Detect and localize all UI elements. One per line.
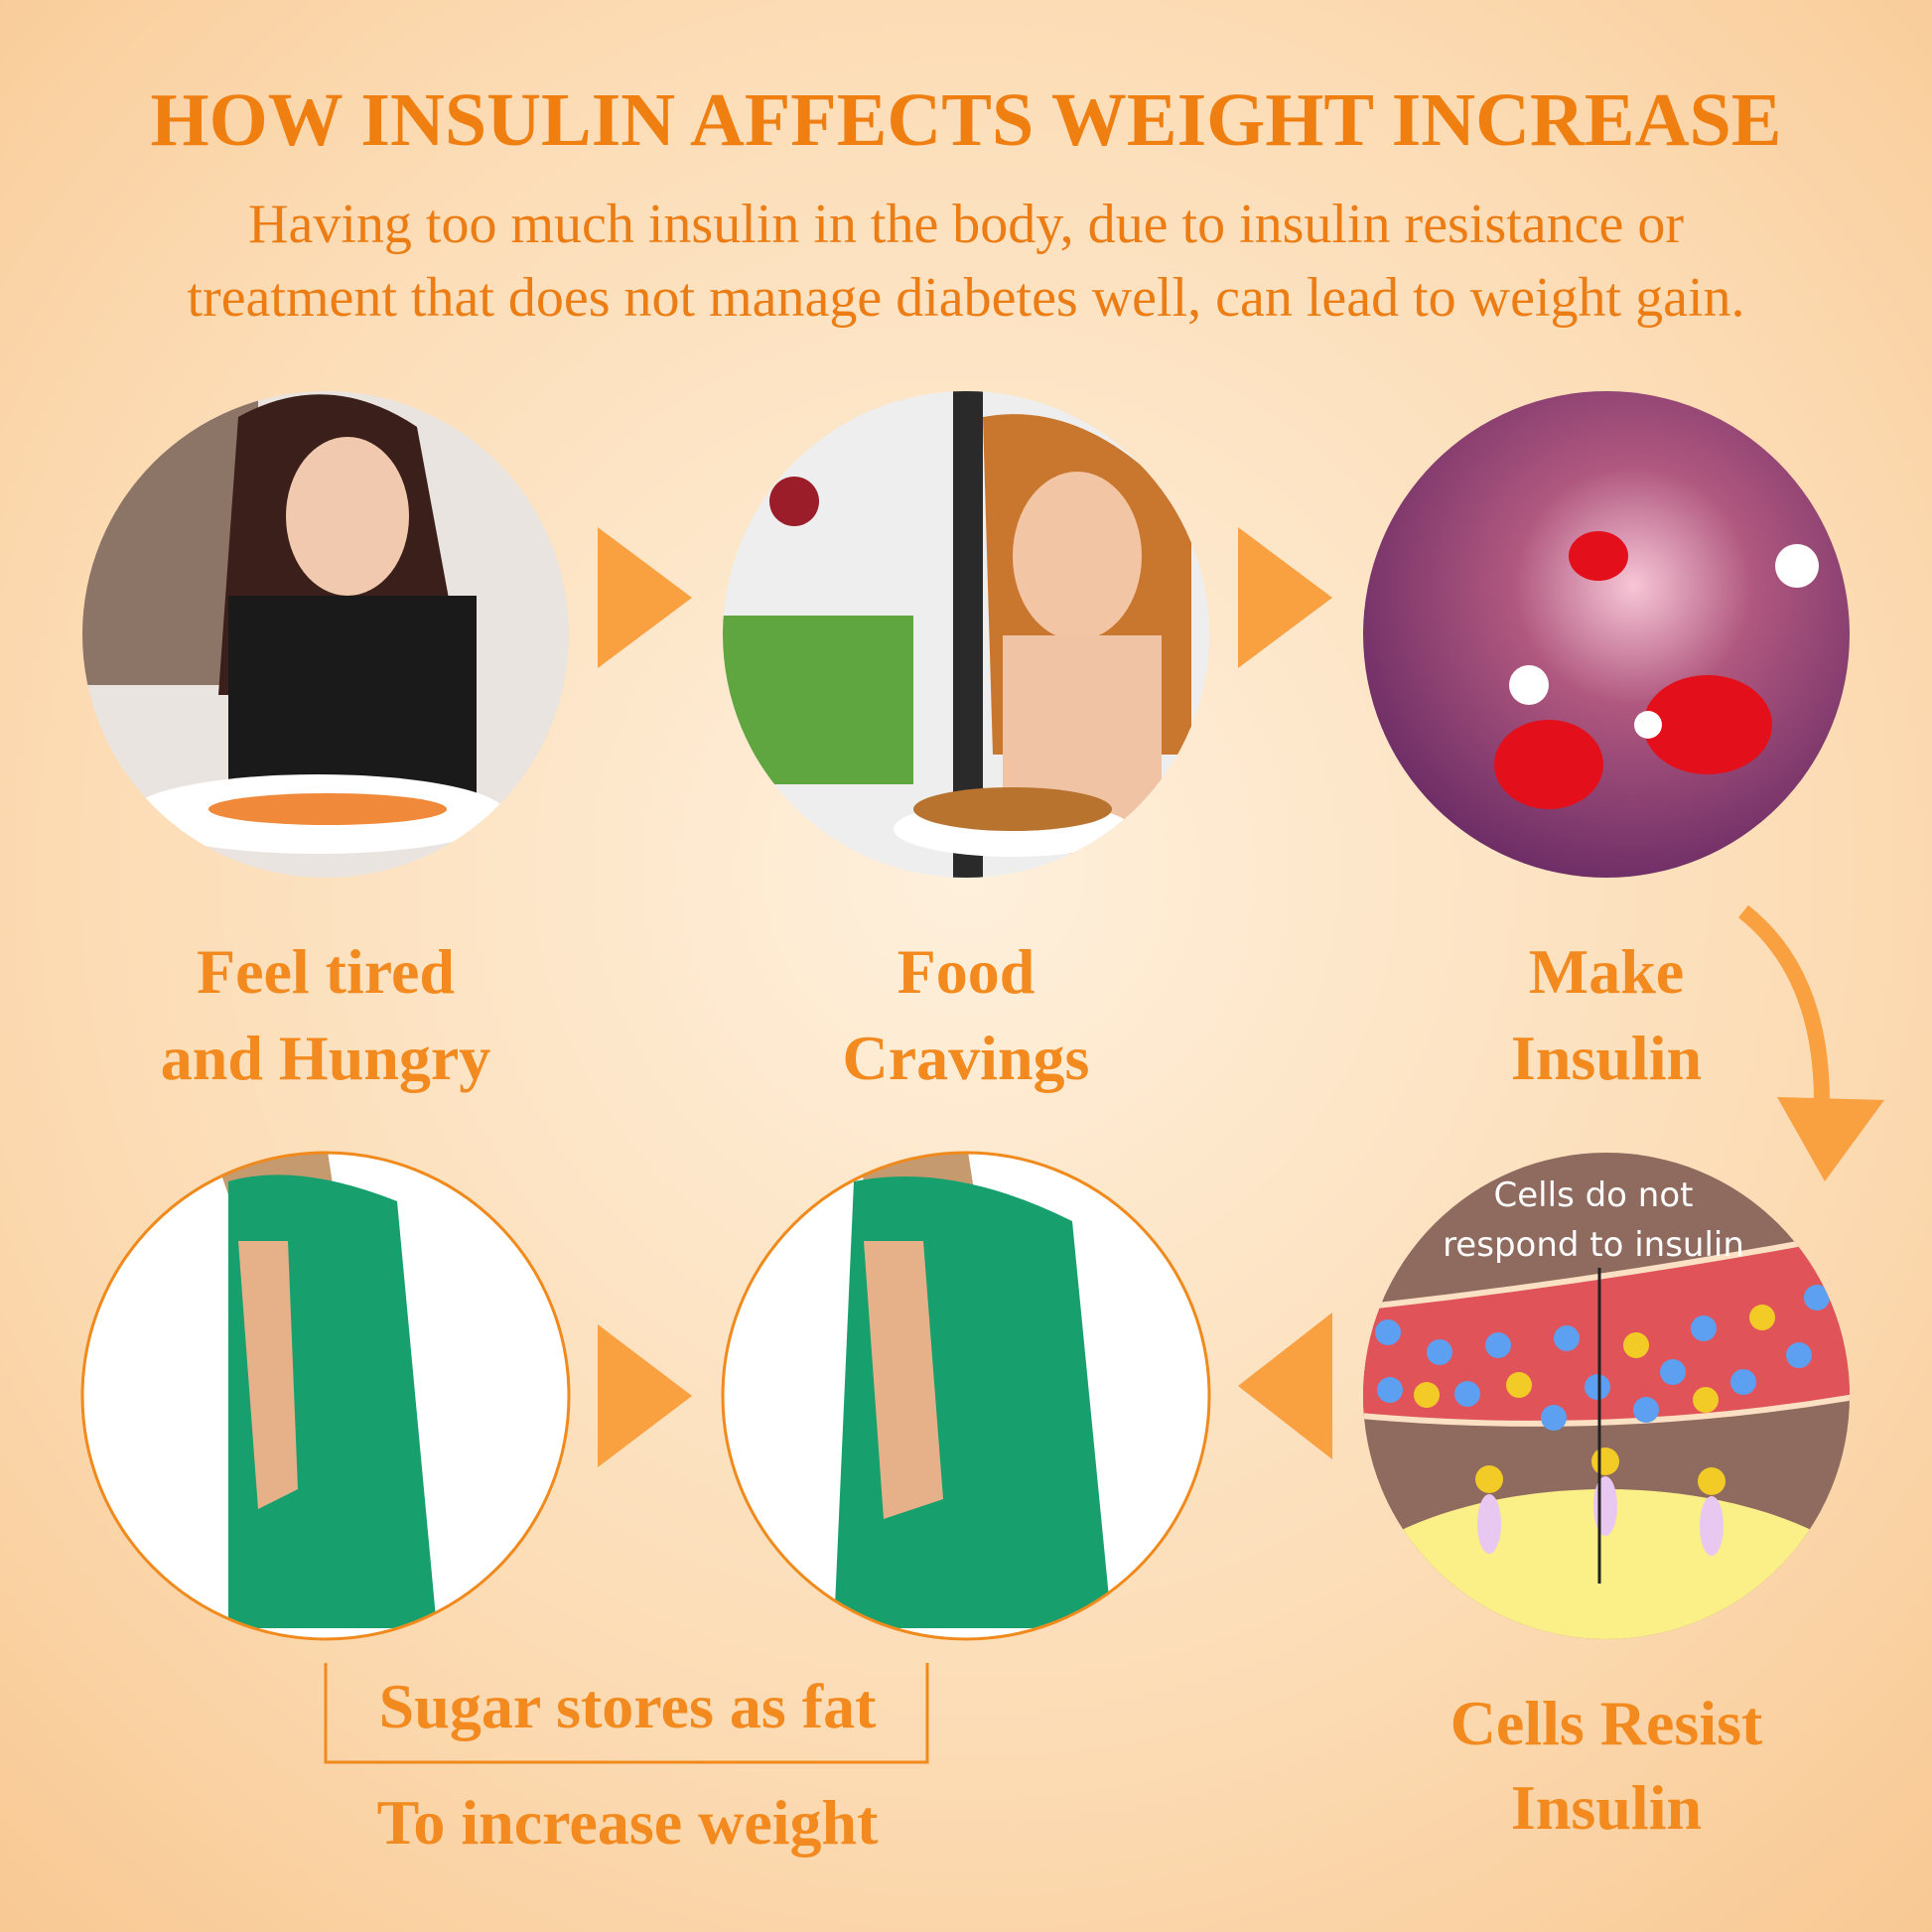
insulin-dot (1591, 1448, 1619, 1475)
glucose-dot (1691, 1315, 1717, 1341)
step-label-2-line-1: Food (897, 936, 1035, 1007)
step-label-4-line-1: Cells Resist (1450, 1688, 1763, 1758)
insulin-dot (1749, 1305, 1775, 1330)
cell-resistance-diagram (1363, 1153, 1850, 1639)
step-label-4-line-2: Insulin (1511, 1772, 1702, 1843)
glucose-dot (1541, 1405, 1567, 1431)
glucose-dot (1585, 1374, 1610, 1400)
glucose-dot (1427, 1339, 1452, 1365)
page-title: HOW INSULIN AFFECTS WEIGHT INCREASE (151, 78, 1782, 162)
step-label-5-line-2: To increase weight (377, 1787, 880, 1858)
step-label-5-line-1: Sugar stores as fat (379, 1671, 877, 1741)
glucose-dot (1804, 1285, 1830, 1311)
insulin-dot (1475, 1465, 1503, 1493)
tired-woman-photo (82, 391, 569, 878)
glucose-dot (1454, 1381, 1480, 1407)
label-box (324, 1663, 929, 1764)
step-label-1-line-1: Feel tired (197, 936, 455, 1007)
glucose-dot (1375, 1319, 1401, 1345)
arrow-right-icon (1238, 527, 1332, 668)
glucose-dot (1786, 1342, 1812, 1368)
arrow-right-icon (598, 1324, 692, 1467)
insulin-dot (1693, 1387, 1719, 1413)
receptor (1477, 1494, 1501, 1554)
receptor (1700, 1496, 1724, 1556)
woman-after-photo (723, 1153, 1209, 1639)
insulin-dot (1506, 1372, 1532, 1398)
subtitle-line-2: treatment that does not manage diabetes … (187, 267, 1744, 329)
receptor (1593, 1476, 1617, 1536)
circle-border (721, 1151, 1211, 1641)
blood-vessel-illustration (1363, 391, 1850, 878)
arrow-right-icon (598, 527, 692, 668)
step-label-2-line-2: Cravings (843, 1023, 1090, 1093)
insulin-dot (1414, 1382, 1440, 1408)
glucose-dot (1660, 1359, 1686, 1385)
curved-arrow-down-icon (1738, 904, 1884, 1181)
step-label-3-line-1: Make (1529, 936, 1684, 1007)
glucose-dot (1554, 1325, 1580, 1351)
insulin-dot (1698, 1467, 1725, 1495)
glucose-dot (1730, 1369, 1756, 1395)
food-cravings-photo (723, 391, 1209, 878)
circle-border (80, 1151, 571, 1641)
arrow-left-icon (1238, 1312, 1332, 1459)
cell-caption-line-2: respond to insulin (1443, 1225, 1744, 1265)
glucose-dot (1377, 1377, 1403, 1403)
cell-caption-line-1: Cells do not (1494, 1175, 1694, 1215)
woman-before-photo (82, 1153, 569, 1639)
glucose-dot (1485, 1332, 1511, 1358)
subtitle-line-1: Having too much insulin in the body, due… (248, 194, 1684, 255)
step-label-1-line-2: and Hungry (161, 1023, 491, 1093)
insulin-dot (1623, 1332, 1649, 1358)
step-label-3-line-2: Insulin (1511, 1023, 1702, 1093)
glucose-dot (1633, 1397, 1659, 1423)
